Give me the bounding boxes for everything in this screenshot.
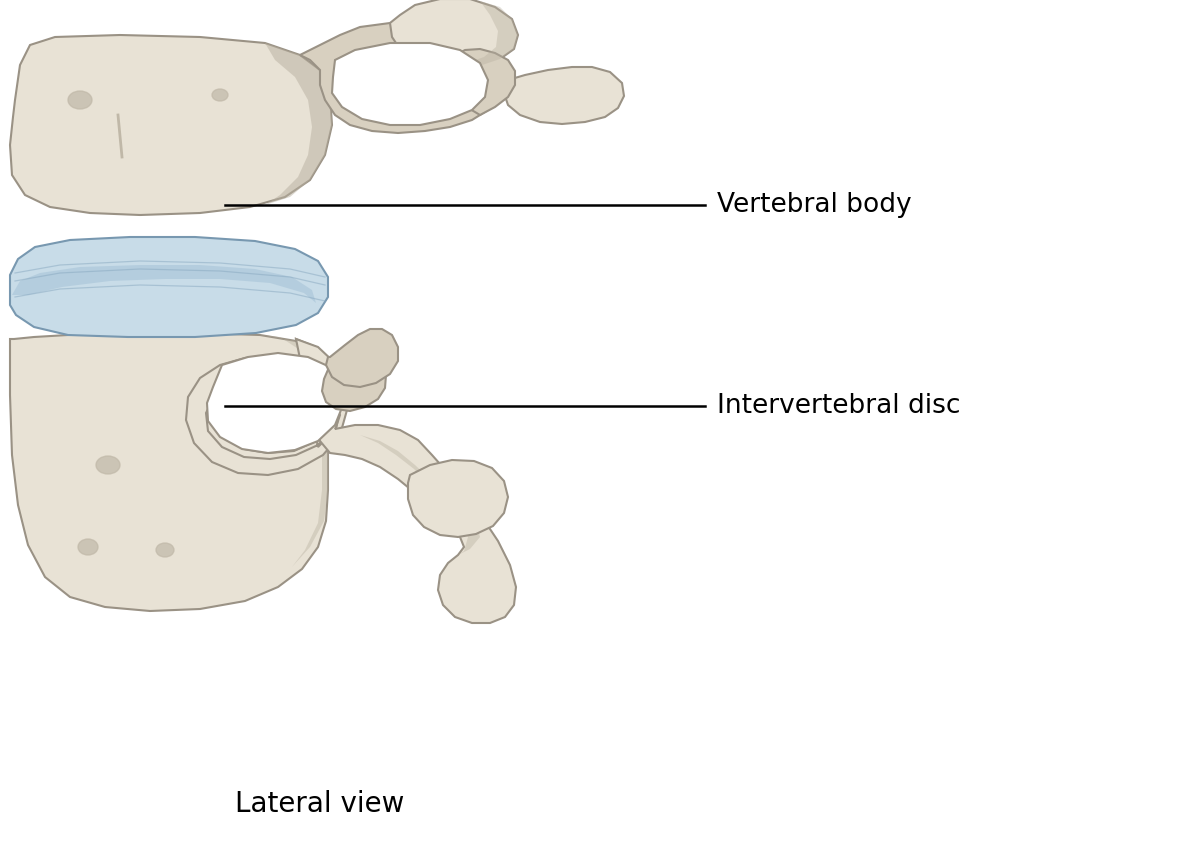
Polygon shape	[300, 23, 500, 133]
Ellipse shape	[68, 91, 92, 109]
Polygon shape	[9, 333, 328, 611]
Ellipse shape	[78, 539, 98, 555]
Ellipse shape	[96, 456, 120, 474]
Polygon shape	[12, 265, 316, 303]
Polygon shape	[260, 335, 328, 567]
Polygon shape	[332, 43, 488, 125]
Polygon shape	[326, 329, 398, 387]
Ellipse shape	[212, 89, 228, 101]
Text: Intervertebral disc: Intervertebral disc	[717, 393, 960, 419]
Polygon shape	[214, 339, 345, 457]
Text: Vertebral body: Vertebral body	[717, 192, 911, 218]
Polygon shape	[265, 43, 332, 205]
Text: Lateral view: Lateral view	[236, 790, 404, 817]
Polygon shape	[9, 237, 328, 337]
Ellipse shape	[156, 543, 174, 557]
Polygon shape	[446, 49, 515, 115]
Polygon shape	[460, 1, 518, 67]
Polygon shape	[408, 460, 508, 537]
Polygon shape	[316, 405, 515, 623]
Polygon shape	[186, 339, 347, 475]
Polygon shape	[207, 353, 342, 453]
Polygon shape	[390, 0, 518, 67]
Polygon shape	[9, 35, 332, 215]
Polygon shape	[322, 357, 386, 411]
Polygon shape	[360, 435, 480, 555]
Polygon shape	[504, 67, 624, 124]
